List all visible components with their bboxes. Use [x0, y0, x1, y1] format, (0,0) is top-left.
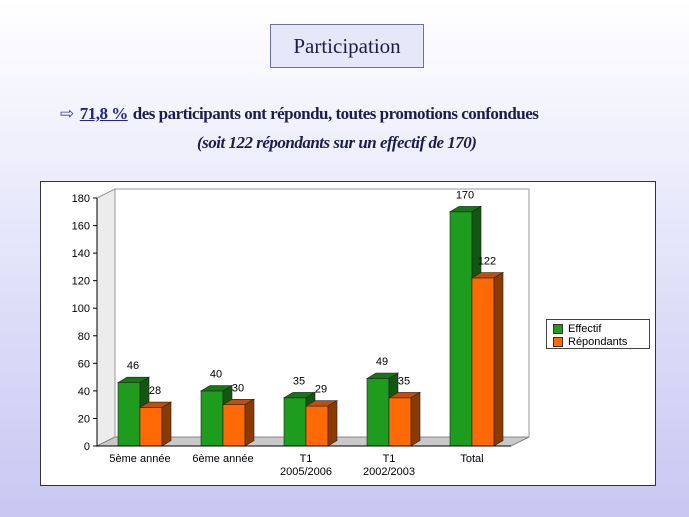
legend-label-repondants: Répondants [568, 335, 628, 348]
y-tick-label: 40 [78, 386, 90, 398]
chart-frame: 0 20 40 60 80 100 120 140 160 180 46 28 5ème année 40… [40, 181, 656, 486]
y-tick-label: 20 [78, 413, 90, 425]
bar-effectif [117, 382, 141, 447]
bar-repondants [471, 277, 495, 447]
headline-percent: 71,8 % [79, 104, 129, 123]
chart-legend: Effectif Répondants [546, 319, 650, 349]
headline-subline: (soit 122 répondants sur un effectif de … [197, 133, 477, 152]
legend-item-effectif: Effectif [553, 322, 643, 335]
chart-side-wall [96, 188, 116, 447]
data-label: 46 [127, 360, 139, 372]
data-label: 30 [232, 382, 244, 394]
data-label: 40 [210, 368, 222, 380]
y-tick-label: 160 [72, 221, 90, 233]
headline-text: des participants ont répondu, toutes pro… [132, 104, 539, 123]
x-tick-label: T1 [300, 453, 313, 465]
y-tick-label: 100 [72, 303, 90, 315]
data-label: 28 [149, 385, 161, 397]
bar-side-face [244, 398, 255, 447]
x-tick-label: Total [460, 453, 483, 465]
bar-repondants [305, 405, 329, 447]
x-tick-label: T1 [383, 453, 396, 465]
bar-effectif [283, 397, 307, 447]
y-tick-label: 60 [78, 358, 90, 370]
x-tick-label: 5ème année [109, 453, 170, 465]
y-tick-label: 140 [72, 248, 90, 260]
bar-side-face [493, 271, 504, 447]
legend-swatch-repondants [553, 336, 563, 347]
data-label: 122 [478, 256, 496, 268]
x-tick-label: 2005/2006 [280, 466, 332, 478]
data-label: 35 [398, 375, 410, 387]
legend-swatch-effectif [553, 323, 563, 334]
bar-repondants [388, 397, 412, 447]
data-label: 49 [376, 356, 388, 368]
data-label: 35 [293, 375, 305, 387]
y-tick-label: 120 [72, 276, 90, 288]
headline: ⇨ 71,8 % des participants ont répondu, tou… [60, 104, 660, 124]
data-label: 170 [456, 189, 474, 201]
arrow-right-icon: ⇨ [60, 104, 74, 123]
y-tick-label: 0 [84, 441, 90, 453]
legend-label-effectif: Effectif [568, 322, 602, 335]
slide-title: Participation [270, 24, 424, 68]
bar-effectif [449, 211, 473, 447]
bar-side-face [161, 401, 172, 447]
bar-chart: 0 20 40 60 80 100 120 140 160 180 46 28 5ème année 40… [72, 188, 530, 478]
bar-repondants [139, 407, 163, 447]
x-tick-label: 2002/2003 [363, 466, 415, 478]
bar-effectif [366, 378, 390, 447]
bar-side-face [327, 400, 338, 447]
y-tick-label: 180 [72, 193, 90, 205]
y-tick-label: 80 [78, 331, 90, 343]
x-tick-label: 6ème année [192, 453, 253, 465]
bar-side-face [410, 391, 421, 447]
bar-effectif [200, 390, 224, 447]
data-label: 29 [315, 384, 327, 396]
legend-item-repondants: Répondants [553, 335, 643, 348]
bar-repondants [222, 404, 246, 447]
